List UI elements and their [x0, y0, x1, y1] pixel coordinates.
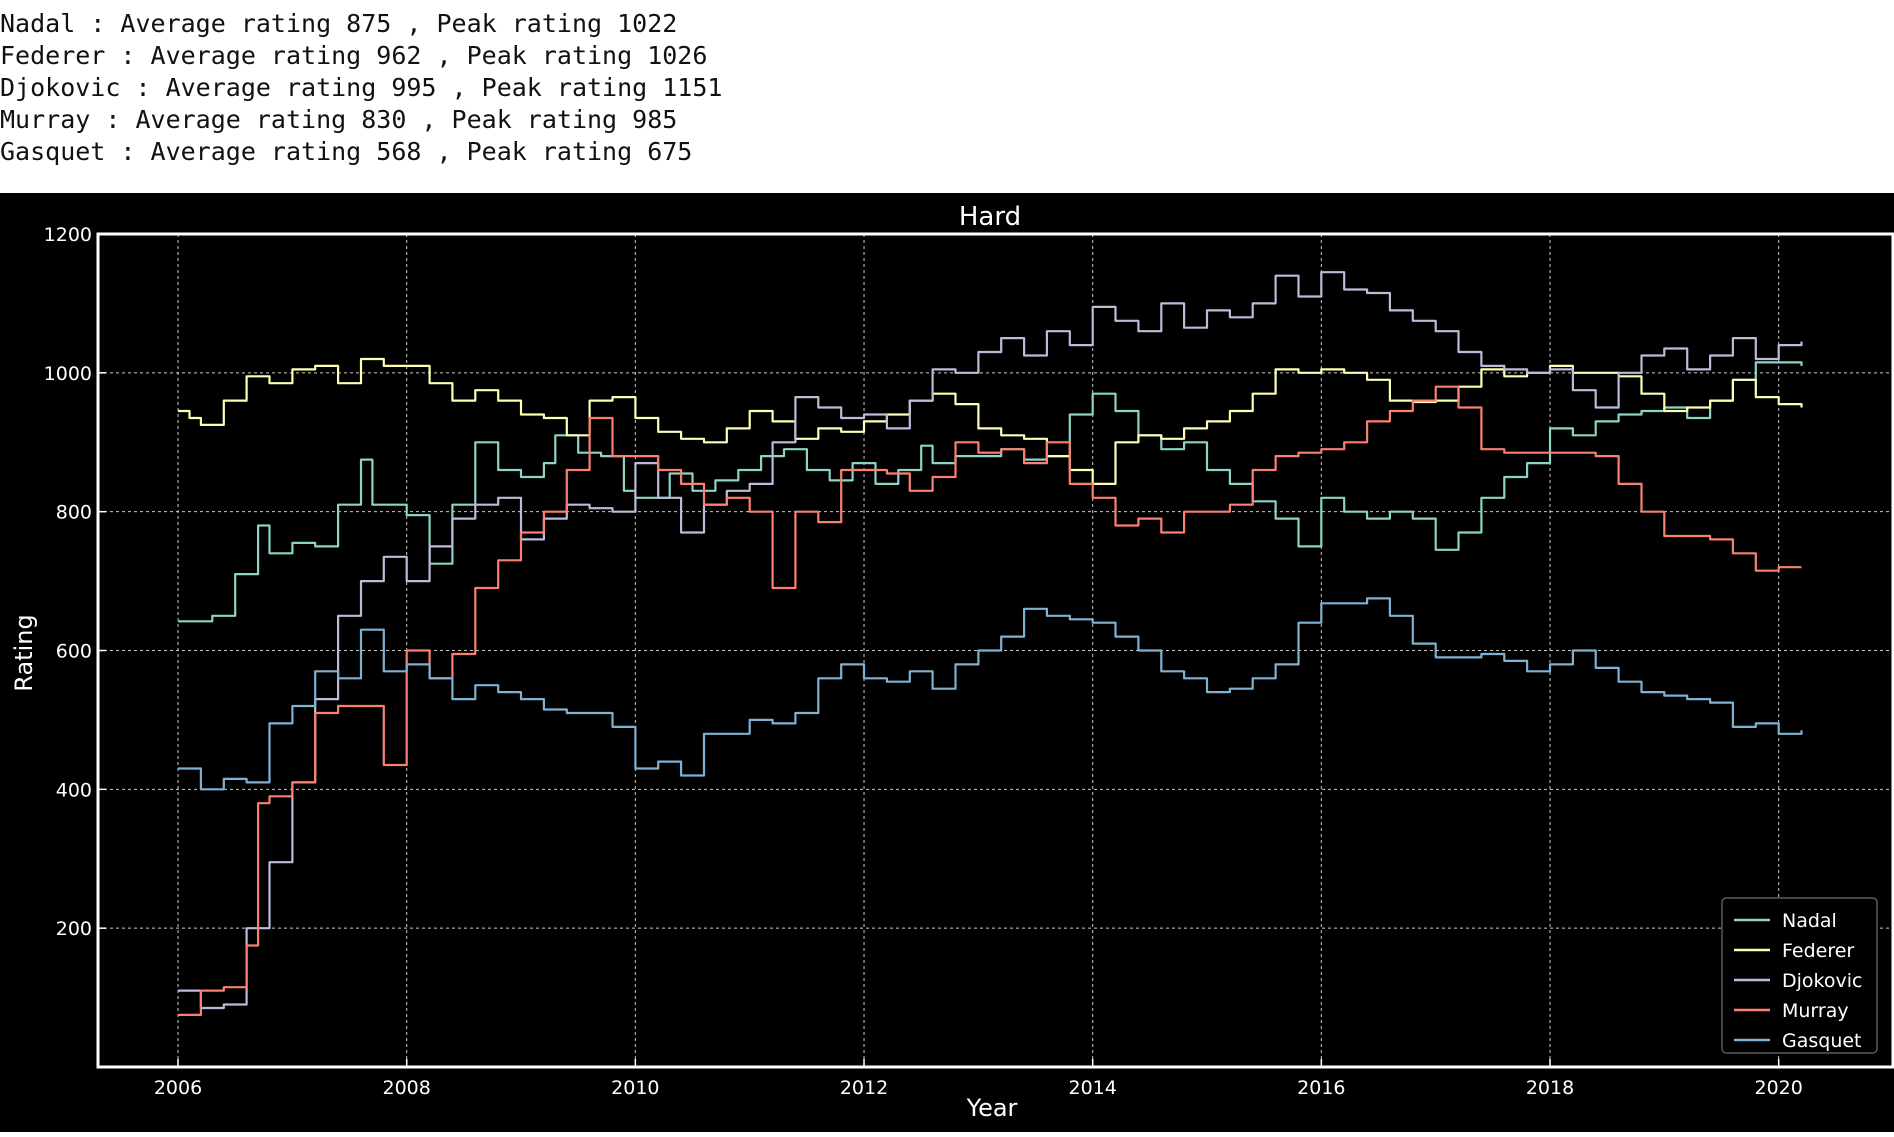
console-line-murray: Murray : Average rating 830 , Peak ratin… [0, 105, 678, 134]
x-tick-label: 2020 [1754, 1077, 1802, 1099]
series-line-gasquet [178, 597, 1803, 791]
y-tick-label: 600 [56, 641, 92, 663]
x-tick-label: 2014 [1069, 1077, 1117, 1099]
series-line-federer [178, 357, 1803, 485]
x-tick-label: 2006 [154, 1077, 202, 1099]
legend-label-federer: Federer [1782, 940, 1854, 962]
legend: Nadal Federer Djokovic Murray Gasquet [1721, 897, 1878, 1054]
legend-label-gasquet: Gasquet [1782, 1030, 1862, 1052]
console-line-federer: Federer : Average rating 962 , Peak rati… [0, 41, 708, 70]
y-tick-label: 1200 [44, 224, 92, 246]
chart-figure: Hard Year Rating 2006 2008 2010 2012 2014 201… [0, 193, 1894, 1132]
x-tick-label: 2016 [1297, 1077, 1345, 1099]
y-axis-label: Rating [10, 614, 38, 691]
y-tick-label: 200 [56, 918, 92, 940]
series-line-nadal [178, 361, 1803, 623]
series-lines [178, 271, 1803, 1016]
console-line-nadal: Nadal : Average rating 875 , Peak rating… [0, 9, 678, 38]
console-output: Nadal : Average rating 875 , Peak rating… [0, 8, 1894, 188]
x-tick-label: 2008 [383, 1077, 431, 1099]
x-tick-label: 2018 [1526, 1077, 1574, 1099]
legend-label-nadal: Nadal [1782, 910, 1837, 932]
x-tick-label: 2010 [611, 1077, 659, 1099]
legend-label-murray: Murray [1782, 1000, 1849, 1022]
line-chart: Hard Year Rating 2006 2008 2010 2012 2014 201… [10, 202, 1894, 1122]
x-axis-label: Year [966, 1094, 1018, 1122]
x-tick-label: 2012 [840, 1077, 888, 1099]
console-line-djokovic: Djokovic : Average rating 995 , Peak rat… [0, 73, 723, 102]
series-line-djokovic [178, 271, 1803, 1010]
legend-label-djokovic: Djokovic [1782, 970, 1862, 992]
console-line-gasquet: Gasquet : Average rating 568 , Peak rati… [0, 137, 693, 166]
y-tick-label: 1000 [44, 363, 92, 385]
chart-title: Hard [959, 202, 1021, 232]
axes: 2006 2008 2010 2012 2014 2016 2018 2020 200 400 60… [44, 224, 1894, 1099]
y-tick-label: 400 [56, 779, 92, 801]
y-tick-label: 800 [56, 502, 92, 524]
legend-box [1721, 897, 1878, 1054]
series-line-murray [178, 385, 1802, 1016]
